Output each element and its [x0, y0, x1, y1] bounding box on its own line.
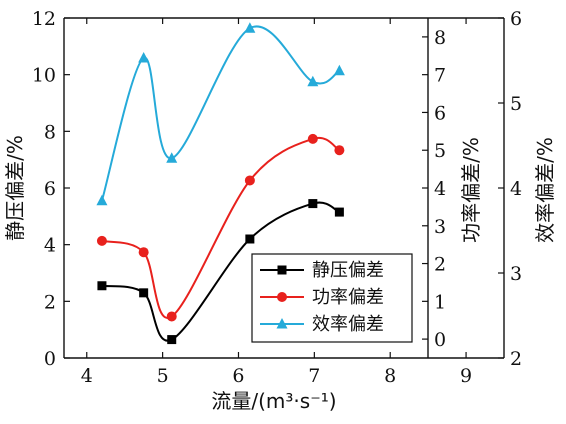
right1-tick-label: 0 — [434, 329, 446, 351]
series-1-point — [97, 281, 107, 291]
series-1-point — [167, 335, 177, 345]
series-2-point — [307, 133, 318, 144]
series-3-line — [100, 25, 340, 202]
right2-tick-label: 5 — [510, 93, 522, 115]
legend-label-3: 效率偏差 — [312, 314, 384, 335]
right1-tick-label: 3 — [434, 216, 446, 238]
series-3-point — [307, 75, 319, 87]
right1-tick-label: 4 — [434, 178, 446, 200]
series-3 — [96, 22, 345, 206]
right1-tick-label: 8 — [434, 27, 446, 49]
series-2-point — [138, 247, 149, 258]
left-tick-label: 4 — [44, 235, 56, 257]
right1-tick-label: 5 — [434, 140, 446, 162]
left-tick-label: 6 — [44, 178, 56, 200]
legend-marker-2 — [277, 292, 287, 302]
left-tick-label: 2 — [44, 291, 56, 313]
left-axis-label: 静压偏差/% — [3, 135, 27, 241]
right1-tick-label: 7 — [434, 65, 446, 87]
series-3-point — [96, 194, 108, 206]
x-tick-label: 7 — [308, 365, 320, 387]
series-1-point — [308, 199, 318, 209]
series-1-point — [245, 234, 255, 244]
series-2-point — [166, 311, 177, 322]
series-1-point — [139, 288, 149, 298]
axes: 4 5 6 7 8 9流量/(m³·s⁻¹)02468101201234567823456… — [3, 8, 557, 413]
series-3-point — [138, 51, 150, 63]
series-1 — [97, 199, 344, 345]
right2-axis-label: 效率偏差/% — [533, 137, 557, 243]
left-tick-label: 8 — [44, 121, 56, 143]
series-3-point — [244, 22, 256, 33]
x-tick-label: 4 — [81, 365, 93, 387]
series-2 — [96, 133, 345, 322]
left-tick-label: 10 — [32, 65, 56, 87]
right2-tick-label: 3 — [510, 263, 522, 285]
right2-tick-label: 6 — [510, 8, 522, 30]
right2-tick-label: 2 — [510, 348, 522, 370]
series-1-point — [334, 207, 344, 217]
legend-label-1: 静压偏差 — [312, 260, 384, 281]
right2-tick-label: 4 — [510, 178, 522, 200]
legend-label-2: 功率偏差 — [312, 287, 384, 308]
legend-marker-3 — [276, 318, 288, 329]
right1-tick-label: 2 — [434, 254, 446, 276]
right1-tick-label: 1 — [434, 291, 446, 313]
series-2-point — [334, 145, 345, 156]
x-axis-label: 流量/(m³·s⁻¹) — [211, 389, 336, 413]
right1-tick-label: 6 — [434, 102, 446, 124]
left-tick-label: 0 — [44, 348, 56, 370]
series-layer — [96, 22, 345, 345]
series-2-point — [96, 235, 107, 246]
left-tick-label: 12 — [32, 8, 56, 30]
right1-axis-label: 功率偏差/% — [459, 137, 483, 243]
series-3-point — [166, 152, 178, 163]
x-tick-label: 6 — [232, 365, 244, 387]
x-tick-label: 5 — [157, 365, 169, 387]
x-tick-label: 9 — [460, 365, 472, 387]
series-3-point — [333, 64, 345, 76]
legend-marker-1 — [277, 265, 287, 275]
x-tick-label: 8 — [384, 365, 396, 387]
series-2-point — [244, 175, 255, 186]
